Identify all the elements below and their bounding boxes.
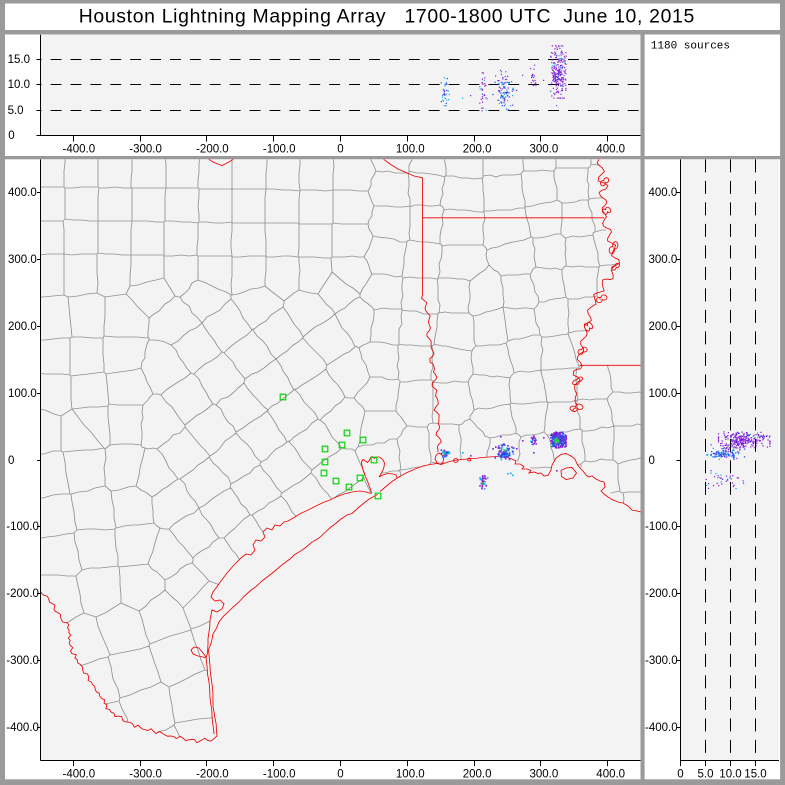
svg-text:100.0: 100.0 (396, 143, 425, 155)
svg-text:-300.0: -300.0 (129, 143, 162, 155)
svg-text:300.0: 300.0 (8, 254, 37, 266)
svg-text:10.0: 10.0 (8, 79, 30, 91)
svg-text:-100.0: -100.0 (645, 521, 678, 533)
svg-text:-200.0: -200.0 (196, 143, 229, 155)
svg-text:-300.0: -300.0 (645, 655, 678, 667)
svg-text:300.0: 300.0 (530, 143, 559, 155)
svg-text:0: 0 (677, 769, 683, 781)
svg-text:-400.0: -400.0 (62, 769, 95, 781)
svg-text:-300.0: -300.0 (6, 655, 39, 667)
svg-text:15.0: 15.0 (8, 54, 30, 66)
svg-text:-100.0: -100.0 (263, 769, 296, 781)
svg-text:-200.0: -200.0 (6, 588, 39, 600)
svg-text:0: 0 (337, 769, 343, 781)
svg-text:-100.0: -100.0 (263, 143, 296, 155)
svg-text:0: 0 (8, 455, 14, 467)
svg-text:400.0: 400.0 (649, 187, 678, 199)
svg-text:200.0: 200.0 (649, 321, 678, 333)
svg-text:-300.0: -300.0 (129, 769, 162, 781)
svg-text:-200.0: -200.0 (196, 769, 229, 781)
svg-text:200.0: 200.0 (463, 769, 492, 781)
svg-text:-400.0: -400.0 (6, 722, 39, 734)
svg-text:0: 0 (337, 143, 343, 155)
svg-text:Houston Lightning Mapping Arra: Houston Lightning Mapping Array 1700-180… (79, 5, 695, 27)
svg-text:100.0: 100.0 (396, 769, 425, 781)
svg-text:-200.0: -200.0 (645, 588, 678, 600)
svg-text:400.0: 400.0 (8, 187, 37, 199)
svg-text:-400.0: -400.0 (645, 722, 678, 734)
svg-text:5.0: 5.0 (8, 105, 24, 117)
svg-text:1180 sources: 1180 sources (651, 41, 730, 53)
svg-text:0: 0 (8, 130, 14, 142)
svg-text:5.0: 5.0 (698, 769, 714, 781)
svg-text:400.0: 400.0 (596, 143, 625, 155)
svg-text:200.0: 200.0 (463, 143, 492, 155)
svg-text:0: 0 (649, 455, 655, 467)
svg-text:100.0: 100.0 (649, 388, 678, 400)
svg-text:100.0: 100.0 (8, 388, 37, 400)
svg-text:300.0: 300.0 (530, 769, 559, 781)
svg-text:300.0: 300.0 (649, 254, 678, 266)
svg-text:400.0: 400.0 (596, 769, 625, 781)
svg-text:-400.0: -400.0 (62, 143, 95, 155)
svg-text:10.0: 10.0 (719, 769, 741, 781)
svg-text:15.0: 15.0 (744, 769, 766, 781)
svg-text:200.0: 200.0 (8, 321, 37, 333)
svg-text:-100.0: -100.0 (6, 521, 39, 533)
